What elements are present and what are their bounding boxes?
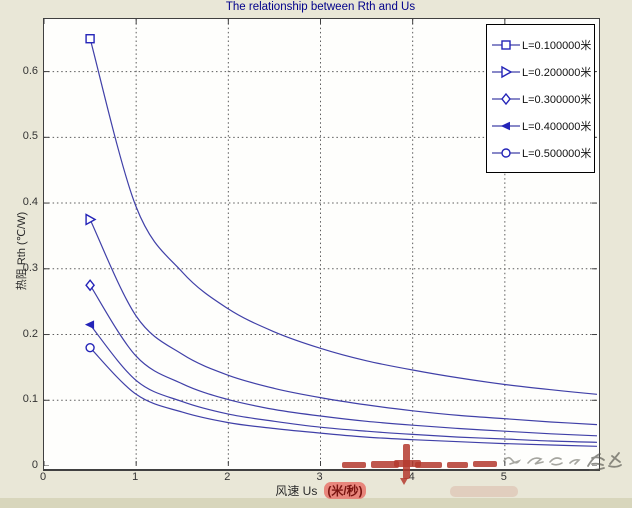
y-tick-label: 0.1 bbox=[22, 393, 38, 406]
x-tick-label: 3 bbox=[316, 471, 323, 483]
plot-area: L=0.100000米 L=0.200000米 L=0.300000米 L=0.400… bbox=[43, 18, 600, 471]
legend-item: L=0.500000米 bbox=[490, 139, 594, 166]
legend-item-label: L=0.200000米 bbox=[522, 66, 592, 79]
marker-triangle-left-icon bbox=[84, 320, 95, 329]
legend-item-label: L=0.100000米 bbox=[522, 39, 592, 52]
legend-item: L=0.400000米 bbox=[490, 112, 594, 139]
y-tick-label: 0.5 bbox=[22, 130, 38, 143]
x-axis-unit-highlight: (米/秒) bbox=[324, 481, 366, 499]
figure-bottom-strip bbox=[0, 498, 632, 508]
legend-marker-icon bbox=[492, 65, 520, 78]
legend-box: L=0.100000米 L=0.200000米 L=0.300000米 L=0.400… bbox=[486, 24, 595, 173]
y-tick-label: 0 bbox=[31, 459, 38, 471]
data-curve bbox=[89, 324, 597, 443]
y-tick-label: 0.6 bbox=[22, 64, 38, 77]
chart-title: The relationship between Rth and Us bbox=[225, 1, 416, 13]
x-axis-label: 风速 Us (米/秒) bbox=[43, 481, 598, 499]
x-tick-label: 2 bbox=[224, 471, 231, 483]
legend-item: L=0.100000米 bbox=[490, 31, 594, 58]
x-tick-label: 0 bbox=[39, 471, 47, 483]
x-axis-label-text: 风速 Us bbox=[275, 483, 318, 498]
marker-circle-icon bbox=[85, 342, 95, 353]
y-tick-label: 0.4 bbox=[22, 196, 38, 209]
y-tick-label: 0.3 bbox=[22, 261, 38, 274]
legend-marker-icon bbox=[492, 39, 520, 50]
data-curve bbox=[89, 347, 597, 447]
marker-square-icon bbox=[85, 34, 95, 44]
marker-diamond-icon bbox=[85, 279, 95, 292]
legend-item-label: L=0.500000米 bbox=[522, 147, 592, 160]
x-tick-label: 5 bbox=[500, 471, 507, 483]
x-tick-label: 4 bbox=[408, 471, 415, 483]
marker-circle-icon bbox=[501, 147, 511, 158]
data-curve bbox=[89, 284, 597, 437]
legend-item: L=0.200000米 bbox=[490, 58, 594, 85]
legend-item: L=0.300000米 bbox=[490, 85, 594, 112]
data-curve bbox=[89, 219, 597, 426]
legend-marker-icon bbox=[492, 147, 520, 158]
x-tick-label: 1 bbox=[132, 471, 139, 483]
legend-marker-icon bbox=[492, 121, 520, 130]
marker-triangle-right-icon bbox=[85, 213, 97, 226]
marker-triangle-left-icon bbox=[500, 121, 510, 130]
legend-item-label: L=0.300000米 bbox=[522, 93, 592, 106]
legend-item-label: L=0.400000米 bbox=[522, 120, 592, 133]
marker-square-icon bbox=[501, 39, 511, 50]
marker-diamond-icon bbox=[501, 92, 511, 105]
y-tick-label: 0.2 bbox=[22, 327, 38, 340]
data-curve bbox=[89, 38, 597, 395]
marker-triangle-right-icon bbox=[501, 65, 513, 78]
legend-marker-icon bbox=[492, 92, 520, 105]
